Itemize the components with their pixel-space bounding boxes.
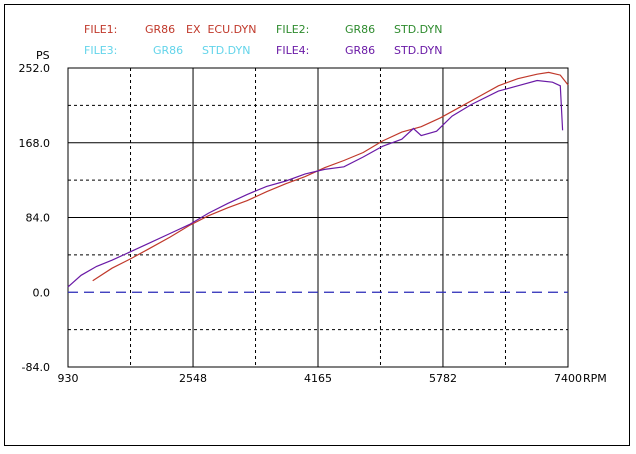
legend-file2-model: GR86 <box>345 23 376 36</box>
series-line-file4 <box>67 79 564 288</box>
legend-file4-name: STD.DYN <box>394 44 443 57</box>
y-tick-label: -84.0 <box>22 361 50 374</box>
x-tick-label: 4165 <box>304 372 332 385</box>
x-tick-label: 930 <box>58 372 79 385</box>
chart-frame <box>4 4 630 446</box>
x-axis-label: RPM <box>583 372 607 385</box>
legend-file1-label: FILE1: <box>84 23 118 36</box>
y-tick-label: 252.0 <box>19 62 51 75</box>
legend-file1-model: GR86 <box>145 23 176 36</box>
legend-file4-model: GR86 <box>345 44 376 57</box>
y-axis-label: PS <box>36 49 50 62</box>
y-tick-label: 168.0 <box>19 137 51 150</box>
x-tick-label: 7400 <box>554 372 582 385</box>
legend-file3-model: GR86 <box>153 44 184 57</box>
series-lines <box>67 71 569 288</box>
legend-file1-name: EX ECU.DYN <box>186 23 257 36</box>
legend-file4-label: FILE4: <box>276 44 310 57</box>
y-tick-label: 0.0 <box>33 286 51 299</box>
legend-file2-name: STD.DYN <box>394 23 443 36</box>
tick-labels: -84.0 0.0 84.0 168.0 252.0 930 2548 4165 5782 740… <box>19 62 583 385</box>
plot-area-border <box>67 67 569 368</box>
legend-file2-label: FILE2: <box>276 23 310 36</box>
series-line-file1 <box>92 71 569 282</box>
legend-file3-name: STD.DYN <box>202 44 251 57</box>
x-tick-label: 5782 <box>429 372 457 385</box>
grid-lines <box>67 67 569 368</box>
chart-legend: FILE1: GR86 EX ECU.DYN FILE2: GR86 STD.D… <box>0 0 636 60</box>
legend-file3-label: FILE3: <box>84 44 118 57</box>
x-tick-label: 2548 <box>179 372 207 385</box>
y-tick-label: 84.0 <box>26 212 51 225</box>
